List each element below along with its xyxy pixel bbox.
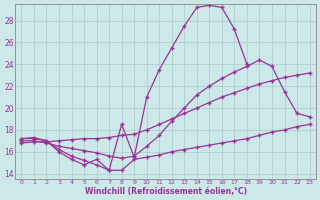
X-axis label: Windchill (Refroidissement éolien,°C): Windchill (Refroidissement éolien,°C) [84,187,246,196]
